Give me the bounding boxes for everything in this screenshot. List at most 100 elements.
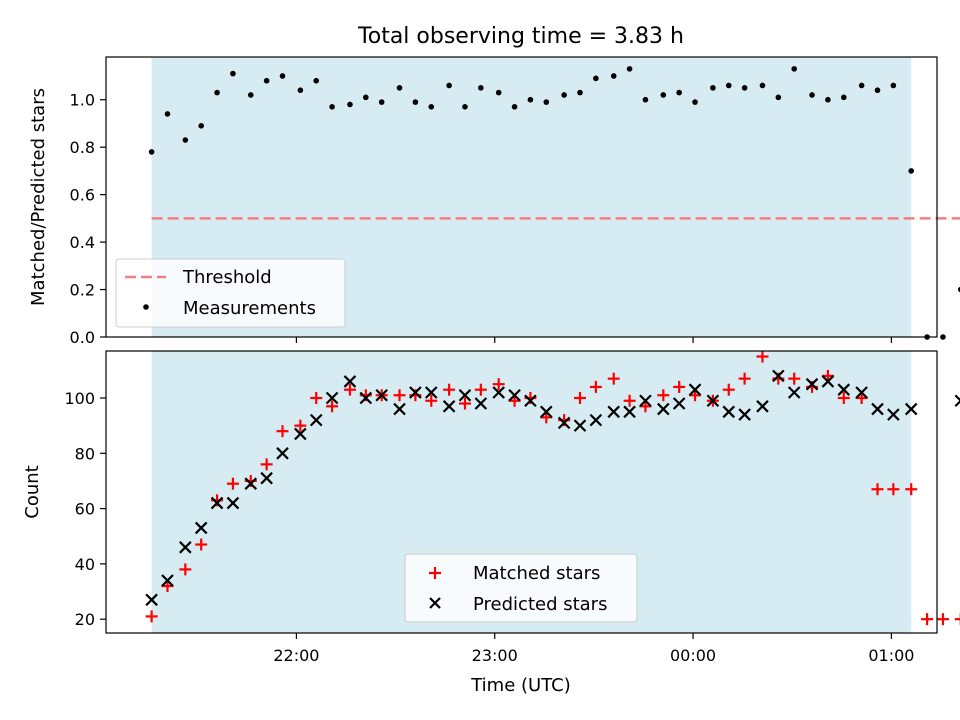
measurement-point [660, 92, 667, 98]
matched-star-point [607, 372, 620, 385]
matched-star-point [738, 372, 751, 385]
measurement-point [543, 99, 550, 105]
predicted-star-mark [772, 369, 785, 383]
measurement-point [610, 73, 617, 79]
matched-star-point [871, 483, 884, 496]
predicted-star-point [540, 405, 553, 419]
top-x-ticks [295, 337, 892, 343]
predicted-star-mark [639, 394, 652, 408]
matched-star-point [458, 397, 471, 410]
x-axis-label: Time (UTC) [470, 675, 571, 696]
matched-star-point [145, 610, 158, 623]
matched-star-point [756, 350, 769, 363]
matched-star-point [887, 483, 900, 496]
measurement-point [741, 85, 748, 91]
predicted-star-mark [589, 413, 603, 427]
matched-star-point [195, 538, 208, 551]
predicted-star-mark [855, 386, 868, 399]
chart-title: Total observing time = 3.83 h [357, 24, 684, 49]
predicted-star-mark [524, 394, 537, 408]
predicted-star-mark [540, 405, 553, 419]
measurement-point [858, 82, 865, 89]
predicted-star-mark [657, 402, 670, 416]
predicted-star-mark [954, 394, 960, 402]
bottom-x-tick-label: 23:00 [472, 646, 518, 665]
measurement-point [775, 94, 782, 101]
top-y-axis-label: Matched/Predicted stars [28, 88, 49, 306]
measurement-point [791, 66, 798, 72]
predicted-star-mark [821, 375, 835, 388]
predicted-star-point [244, 477, 258, 490]
predicted-star-point [424, 386, 438, 399]
predicted-star-point [657, 402, 670, 416]
predicted-star-mark [954, 400, 960, 408]
predicted-star-mark [359, 391, 373, 405]
measurement-point [363, 94, 369, 101]
predicted-star-point [276, 447, 289, 460]
measurement-point [329, 104, 335, 110]
predicted-star-mark [492, 386, 505, 399]
predicted-star-mark [145, 593, 158, 607]
predicted-star-mark [623, 405, 636, 419]
measurement-point [825, 96, 831, 103]
predicted-star-mark [442, 400, 456, 413]
predicted-star-mark [226, 496, 240, 510]
predicted-star-point [954, 394, 960, 408]
top-plot-frame [105, 56, 938, 338]
measurement-point [626, 66, 633, 72]
matched-star-point [905, 483, 918, 496]
predicted-star-point [837, 383, 851, 396]
predicted-star-point [474, 397, 488, 410]
matched-star-point [326, 400, 339, 413]
predicted-star-point [442, 400, 456, 413]
measurement-point [182, 137, 189, 143]
predicted-star-mark [210, 496, 224, 510]
predicted-star-mark [458, 388, 472, 402]
predicted-star-point [161, 574, 174, 587]
predicted-star-mark [738, 408, 751, 421]
measurement-point [198, 123, 204, 129]
legend-measurements-swatch [143, 304, 149, 310]
predicted-star-point [409, 386, 422, 399]
top-legend-box [115, 258, 346, 328]
measurement-point [890, 82, 897, 89]
predicted-star-point [639, 394, 652, 408]
predicted-star-mark [573, 419, 587, 432]
legend-predicted-swatch [429, 597, 441, 609]
measurement-point [279, 73, 286, 79]
predicted-star-mark [260, 471, 273, 485]
predicted-star-point [871, 402, 884, 416]
predicted-star-mark [309, 413, 323, 427]
predicted-star-mark [805, 377, 819, 391]
matched-star-point [393, 389, 406, 402]
bottom-x-tick-label: 01:00 [868, 646, 914, 665]
measurement-point [692, 99, 698, 105]
top-legend: Threshold Measurements [115, 258, 346, 328]
predicted-star-mark [375, 388, 388, 402]
measurement-point [908, 168, 915, 174]
measurement-point [511, 104, 518, 110]
predicted-star-point [492, 386, 505, 399]
measurement-point [710, 85, 716, 91]
measurement-point [347, 101, 353, 108]
measurement-point [642, 96, 649, 103]
predicted-star-point [688, 383, 702, 396]
measurement-point [396, 85, 403, 91]
measurement-point [446, 82, 452, 89]
predicted-star-mark [672, 397, 686, 410]
bottom-y-tick-label: 80 [75, 444, 95, 463]
measurement-point [725, 82, 732, 89]
matched-star-point [260, 458, 273, 471]
measurement-point [874, 87, 881, 94]
predicted-star-mark [722, 405, 736, 419]
matched-star-point [294, 419, 307, 432]
predicted-star-point [706, 394, 720, 408]
predicted-star-point [359, 391, 373, 405]
measurement-point [164, 111, 171, 117]
measurement-point [840, 94, 847, 101]
bottom-y-tick-label: 20 [75, 610, 95, 629]
bottom-x-tick-label: 00:00 [670, 646, 716, 665]
matched-star-point [276, 425, 289, 438]
